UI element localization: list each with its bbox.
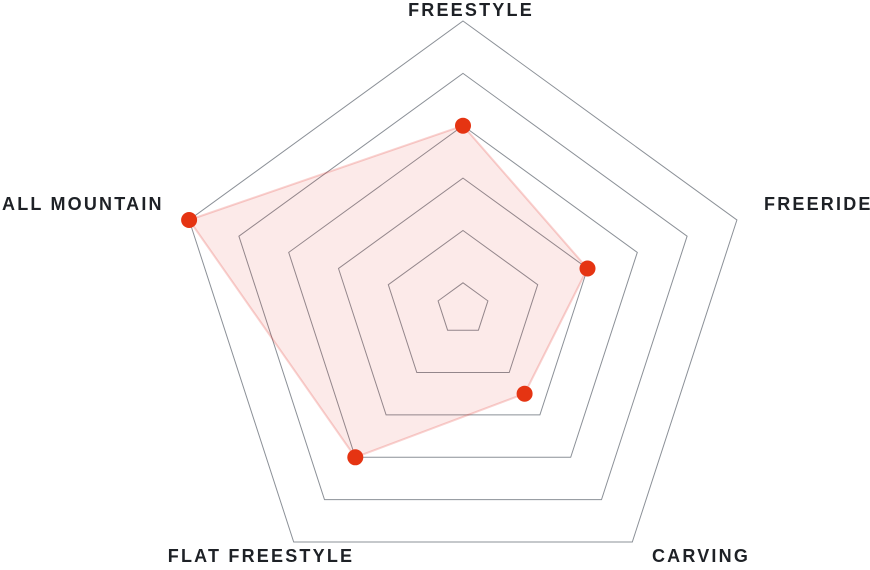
axis-label-all-mountain: ALL MOUNTAIN xyxy=(2,194,164,214)
axis-label-freeride: FREERIDE xyxy=(764,194,870,214)
data-point-all-mountain xyxy=(181,212,198,228)
grid-ring-pentagon xyxy=(437,282,489,331)
axis-label-flat-freestyle: FLAT FREESTYLE xyxy=(167,546,355,566)
axis-label-carving: CARVING xyxy=(651,546,751,566)
data-point-carving xyxy=(516,385,533,402)
data-point-freeride xyxy=(579,260,596,277)
grid-ring-pentagon xyxy=(238,72,688,501)
grid-ring-pentagon xyxy=(188,20,738,543)
grid-ring-pentagon xyxy=(387,229,539,373)
axis-label-freestyle: FREESTYLE xyxy=(408,0,534,20)
radar-points xyxy=(181,117,596,466)
radar-area xyxy=(188,124,589,459)
data-point-flat-freestyle xyxy=(347,449,364,466)
grid-ring-pentagon xyxy=(288,125,638,458)
radar-grid xyxy=(188,20,738,543)
data-point-freestyle xyxy=(455,117,471,134)
data-area-polygon xyxy=(188,124,589,459)
grid-ring-pentagon xyxy=(337,177,589,416)
